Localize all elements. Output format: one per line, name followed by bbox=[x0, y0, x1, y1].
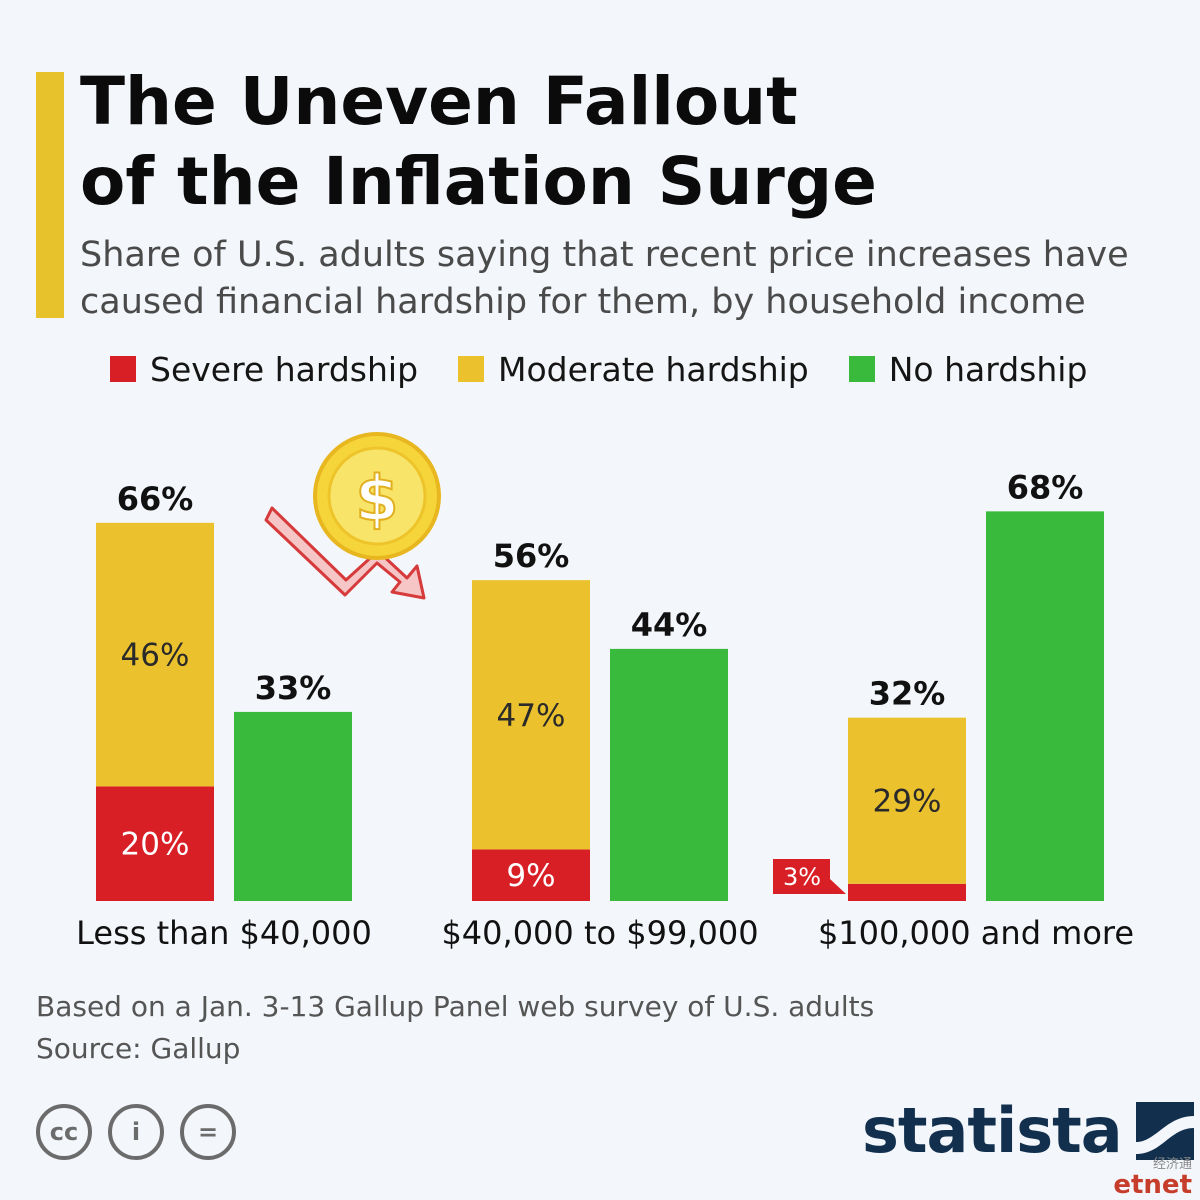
legend-label-none: No hardship bbox=[888, 349, 1088, 389]
legend-swatch-moderate bbox=[458, 356, 485, 382]
no-derivatives-icon[interactable]: = bbox=[180, 1104, 236, 1160]
watermark-en: etnet bbox=[1113, 1170, 1192, 1200]
legend-swatch-severe bbox=[110, 356, 136, 382]
total-label-2: 32% bbox=[869, 675, 946, 713]
category-label-1: $40,000 to $99,000 bbox=[441, 914, 758, 952]
cc-icon[interactable]: cc bbox=[36, 1104, 92, 1160]
license-icons: cc i = bbox=[36, 1104, 252, 1160]
severe-label-0: 20% bbox=[121, 827, 190, 863]
moderate-label-2: 29% bbox=[873, 784, 942, 820]
category-label-2: $100,000 and more bbox=[818, 914, 1134, 952]
bar-none-2 bbox=[986, 511, 1104, 901]
statista-logo[interactable]: statista bbox=[862, 1094, 1194, 1167]
bar-severe-0 bbox=[96, 786, 214, 901]
title-accent-bar bbox=[36, 72, 64, 318]
none-label-2: 68% bbox=[1007, 468, 1084, 506]
chart-subtitle: Share of U.S. adults saying that recent … bbox=[80, 232, 1180, 326]
chart-legend: Severe hardship Moderate hardship No har… bbox=[110, 345, 1127, 393]
total-label-1: 56% bbox=[493, 537, 570, 575]
survey-note: Based on a Jan. 3-13 Gallup Panel web su… bbox=[36, 990, 875, 1023]
chart-title-line-2: of the Inflation Surge bbox=[80, 143, 877, 220]
statista-mark-icon bbox=[1135, 1101, 1194, 1160]
category-label-0: Less than $40,000 bbox=[76, 914, 372, 952]
bar-none-0 bbox=[234, 711, 352, 901]
source-note: Source: Gallup bbox=[36, 1032, 241, 1065]
legend-swatch-none bbox=[848, 356, 875, 382]
dollar-coin-decoration: $ bbox=[264, 432, 441, 600]
footer-note: Based on a Jan. 3-13 Gallup Panel web su… bbox=[36, 986, 874, 1070]
bar-severe-2 bbox=[848, 883, 966, 901]
legend-label-moderate: Moderate hardship bbox=[498, 349, 809, 389]
chart-subtitle-line-1: Share of U.S. adults saying that recent … bbox=[80, 235, 1129, 275]
severe-label-1: 9% bbox=[506, 858, 555, 894]
etnet-watermark: 经济通 etnet bbox=[1113, 1153, 1192, 1198]
dollar-sign-icon: $ bbox=[355, 462, 398, 535]
severe-callout-2 bbox=[773, 859, 846, 894]
watermark-cn: 经济通 bbox=[1152, 1157, 1192, 1172]
attribution-icon[interactable]: i bbox=[108, 1104, 164, 1160]
coin-inner-ring bbox=[327, 446, 427, 546]
moderate-label-0: 46% bbox=[121, 638, 190, 674]
chart-title-line-1: The Uneven Fallout bbox=[80, 63, 798, 140]
bar-none-1 bbox=[610, 648, 728, 901]
statista-wordmark: statista bbox=[862, 1094, 1123, 1167]
legend-item-severe: Severe hardship bbox=[110, 350, 418, 389]
bar-severe-1 bbox=[472, 849, 590, 901]
none-label-0: 33% bbox=[255, 669, 332, 707]
total-label-0: 66% bbox=[117, 480, 194, 518]
severe-label-2: 3% bbox=[783, 863, 821, 891]
chart-subtitle-line-2: caused financial hardship for them, by h… bbox=[80, 282, 1086, 322]
bar-moderate-0 bbox=[96, 522, 214, 787]
moderate-label-1: 47% bbox=[497, 698, 566, 734]
none-label-1: 44% bbox=[631, 606, 708, 644]
legend-item-none: No hardship bbox=[848, 349, 1088, 389]
legend-item-moderate: Moderate hardship bbox=[458, 350, 809, 389]
bar-moderate-2 bbox=[848, 717, 966, 884]
legend-label-severe: Severe hardship bbox=[150, 349, 419, 389]
chart-bars bbox=[96, 511, 1104, 901]
chart-title: The Uneven Fallout of the Inflation Surg… bbox=[80, 62, 1160, 222]
chart-labels: 66% 46% 20% 33% Less than $40,000 56% 47% 9% 44%… bbox=[76, 468, 1134, 952]
bar-moderate-1 bbox=[472, 580, 590, 850]
